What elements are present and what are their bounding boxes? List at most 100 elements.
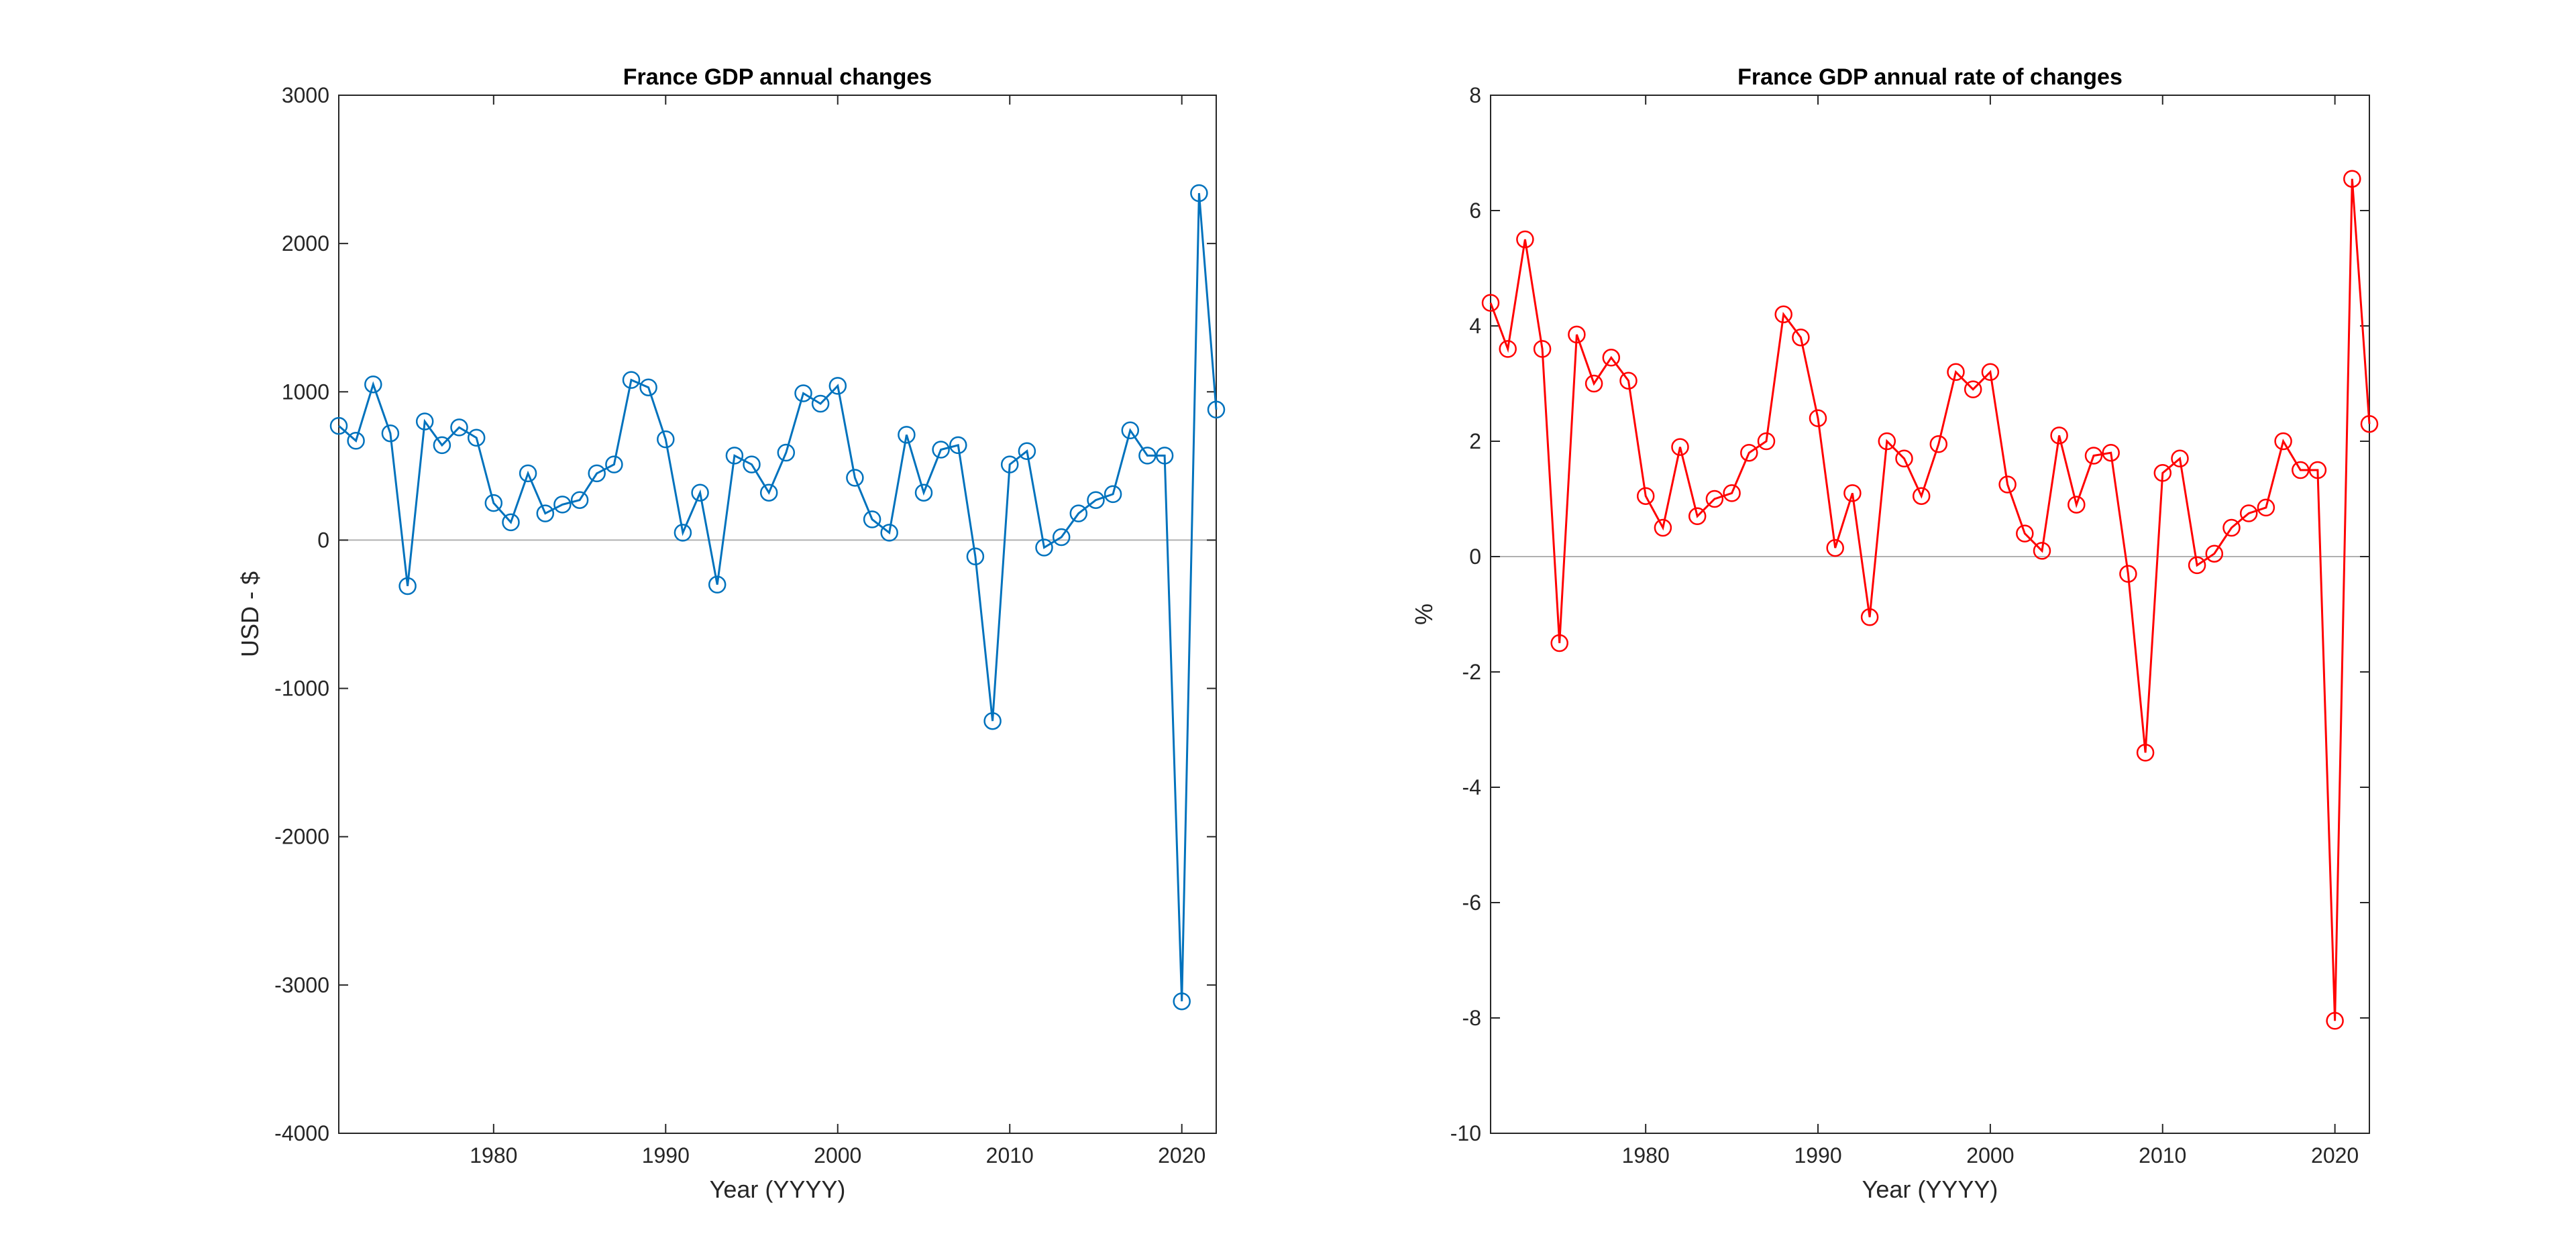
y-tick-label: 2000 — [282, 231, 329, 255]
y-tick-label: -2000 — [274, 825, 329, 849]
data-point-2016 — [1104, 485, 1122, 504]
data-point-1992 — [691, 483, 709, 502]
data-point-1994 — [1878, 432, 1896, 451]
y-tick-label: -10 — [1450, 1121, 1481, 1145]
data-point-1991 — [674, 524, 692, 542]
data-point-1990 — [657, 430, 675, 449]
data-point-1991 — [1826, 538, 1844, 557]
chart-title: France GDP annual changes — [623, 64, 932, 90]
data-point-2013 — [1052, 528, 1071, 547]
data-point-2013 — [2205, 545, 2224, 563]
data-point-1987 — [605, 455, 623, 473]
data-point-1989 — [1792, 328, 1810, 347]
data-point-1985 — [570, 491, 589, 509]
data-point-2006 — [2084, 447, 2103, 465]
data-point-1986 — [588, 464, 606, 483]
data-point-1996 — [1912, 487, 1931, 505]
x-tick-label: 1980 — [470, 1143, 517, 1167]
data-point-1987 — [1757, 432, 1776, 451]
data-point-1971 — [1481, 294, 1500, 312]
data-point-1976 — [1568, 325, 1586, 344]
data-point-2019 — [2308, 461, 2327, 479]
data-point-1983 — [1688, 507, 1707, 526]
data-point-2005 — [2068, 496, 2086, 514]
y-tick-label: -8 — [1462, 1006, 1481, 1030]
series-line — [1489, 178, 2371, 1021]
data-point-1973 — [364, 375, 382, 394]
data-point-2012 — [1035, 538, 1053, 557]
chart-gdp-annual-rate-of-changes: -10 -8 -6 -4 -2 0 2 4 6 8 1980 1990 2000 2010 2020 Fr… — [1410, 64, 2379, 1203]
data-point-1986 — [1740, 443, 1758, 462]
data-point-2022 — [2360, 414, 2379, 433]
data-point-2006 — [932, 441, 950, 459]
data-point-2011 — [1018, 442, 1036, 460]
data-point-2004 — [2050, 426, 2068, 445]
data-point-1993 — [708, 575, 727, 594]
data-point-2016 — [2257, 498, 2275, 517]
y-tick-label: -6 — [1462, 891, 1481, 915]
x-tick-label: 2020 — [2311, 1143, 2359, 1167]
chart-title: France GDP annual rate of changes — [1737, 64, 2123, 90]
data-point-1972 — [347, 432, 365, 450]
data-point-1989 — [639, 378, 657, 396]
data-point-2010 — [1000, 455, 1019, 473]
data-point-1980 — [484, 494, 503, 512]
data-point-1985 — [1723, 484, 1741, 502]
y-axis-ticks: -4000 -3000 -2000 -1000 0 1000 2000 3000 — [274, 83, 1216, 1145]
data-point-1983 — [536, 504, 555, 522]
data-point-2002 — [2016, 524, 2034, 543]
data-point-1979 — [467, 429, 486, 447]
data-point-1974 — [1533, 340, 1552, 358]
data-point-2003 — [2033, 542, 2051, 560]
x-tick-label: 2010 — [986, 1143, 1034, 1167]
y-tick-label: 6 — [1469, 198, 1481, 223]
data-point-2009 — [983, 711, 1002, 730]
data-point-2014 — [1069, 504, 1088, 522]
data-point-1976 — [415, 412, 434, 431]
data-point-2020 — [2326, 1012, 2344, 1030]
data-point-1984 — [1705, 490, 1724, 508]
y-tick-label: 0 — [1469, 545, 1481, 569]
y-tick-label: 3000 — [282, 83, 329, 107]
data-point-2012 — [2188, 556, 2206, 575]
y-tick-label: -3000 — [274, 973, 329, 997]
data-point-1999 — [811, 394, 830, 413]
data-point-2003 — [880, 524, 898, 542]
plot-area-frame — [338, 95, 1217, 1134]
data-point-2007 — [2102, 443, 2120, 462]
data-point-1993 — [1860, 608, 1879, 626]
y-tick-label: 1000 — [282, 380, 329, 404]
data-point-1975 — [1550, 634, 1568, 652]
data-point-2004 — [898, 426, 916, 444]
data-point-2018 — [2292, 461, 2310, 479]
series-markers — [1481, 170, 2379, 1030]
x-tick-label: 2000 — [1966, 1143, 2014, 1167]
x-tick-label: 2020 — [1158, 1143, 1205, 1167]
data-point-1995 — [743, 455, 761, 473]
data-point-1996 — [759, 483, 778, 502]
data-point-1981 — [1654, 518, 1672, 537]
data-point-2015 — [1087, 491, 1105, 509]
data-point-2001 — [1998, 475, 2017, 494]
data-point-1978 — [1602, 349, 1621, 367]
data-point-1973 — [1516, 230, 1534, 249]
y-tick-label: 2 — [1469, 429, 1481, 453]
x-tick-label: 1990 — [1794, 1143, 1841, 1167]
data-point-2009 — [2136, 744, 2155, 762]
data-point-1982 — [1671, 438, 1689, 456]
data-point-1995 — [1895, 449, 1913, 468]
y-axis-label: USD - $ — [236, 571, 264, 657]
data-point-1992 — [1843, 484, 1862, 502]
y-tick-label: 4 — [1469, 314, 1481, 338]
x-axis-ticks: 1980 1990 2000 2010 2020 — [470, 95, 1205, 1167]
data-point-1988 — [622, 371, 641, 389]
data-point-1980 — [1636, 487, 1655, 505]
data-point-1997 — [1929, 435, 1948, 453]
x-axis-label: Year (YYYY) — [710, 1176, 846, 1203]
data-point-2010 — [2153, 464, 2172, 482]
series-line — [338, 192, 1218, 1002]
x-axis-ticks: 1980 1990 2000 2010 2020 — [1622, 95, 2359, 1167]
data-point-1982 — [519, 464, 537, 483]
